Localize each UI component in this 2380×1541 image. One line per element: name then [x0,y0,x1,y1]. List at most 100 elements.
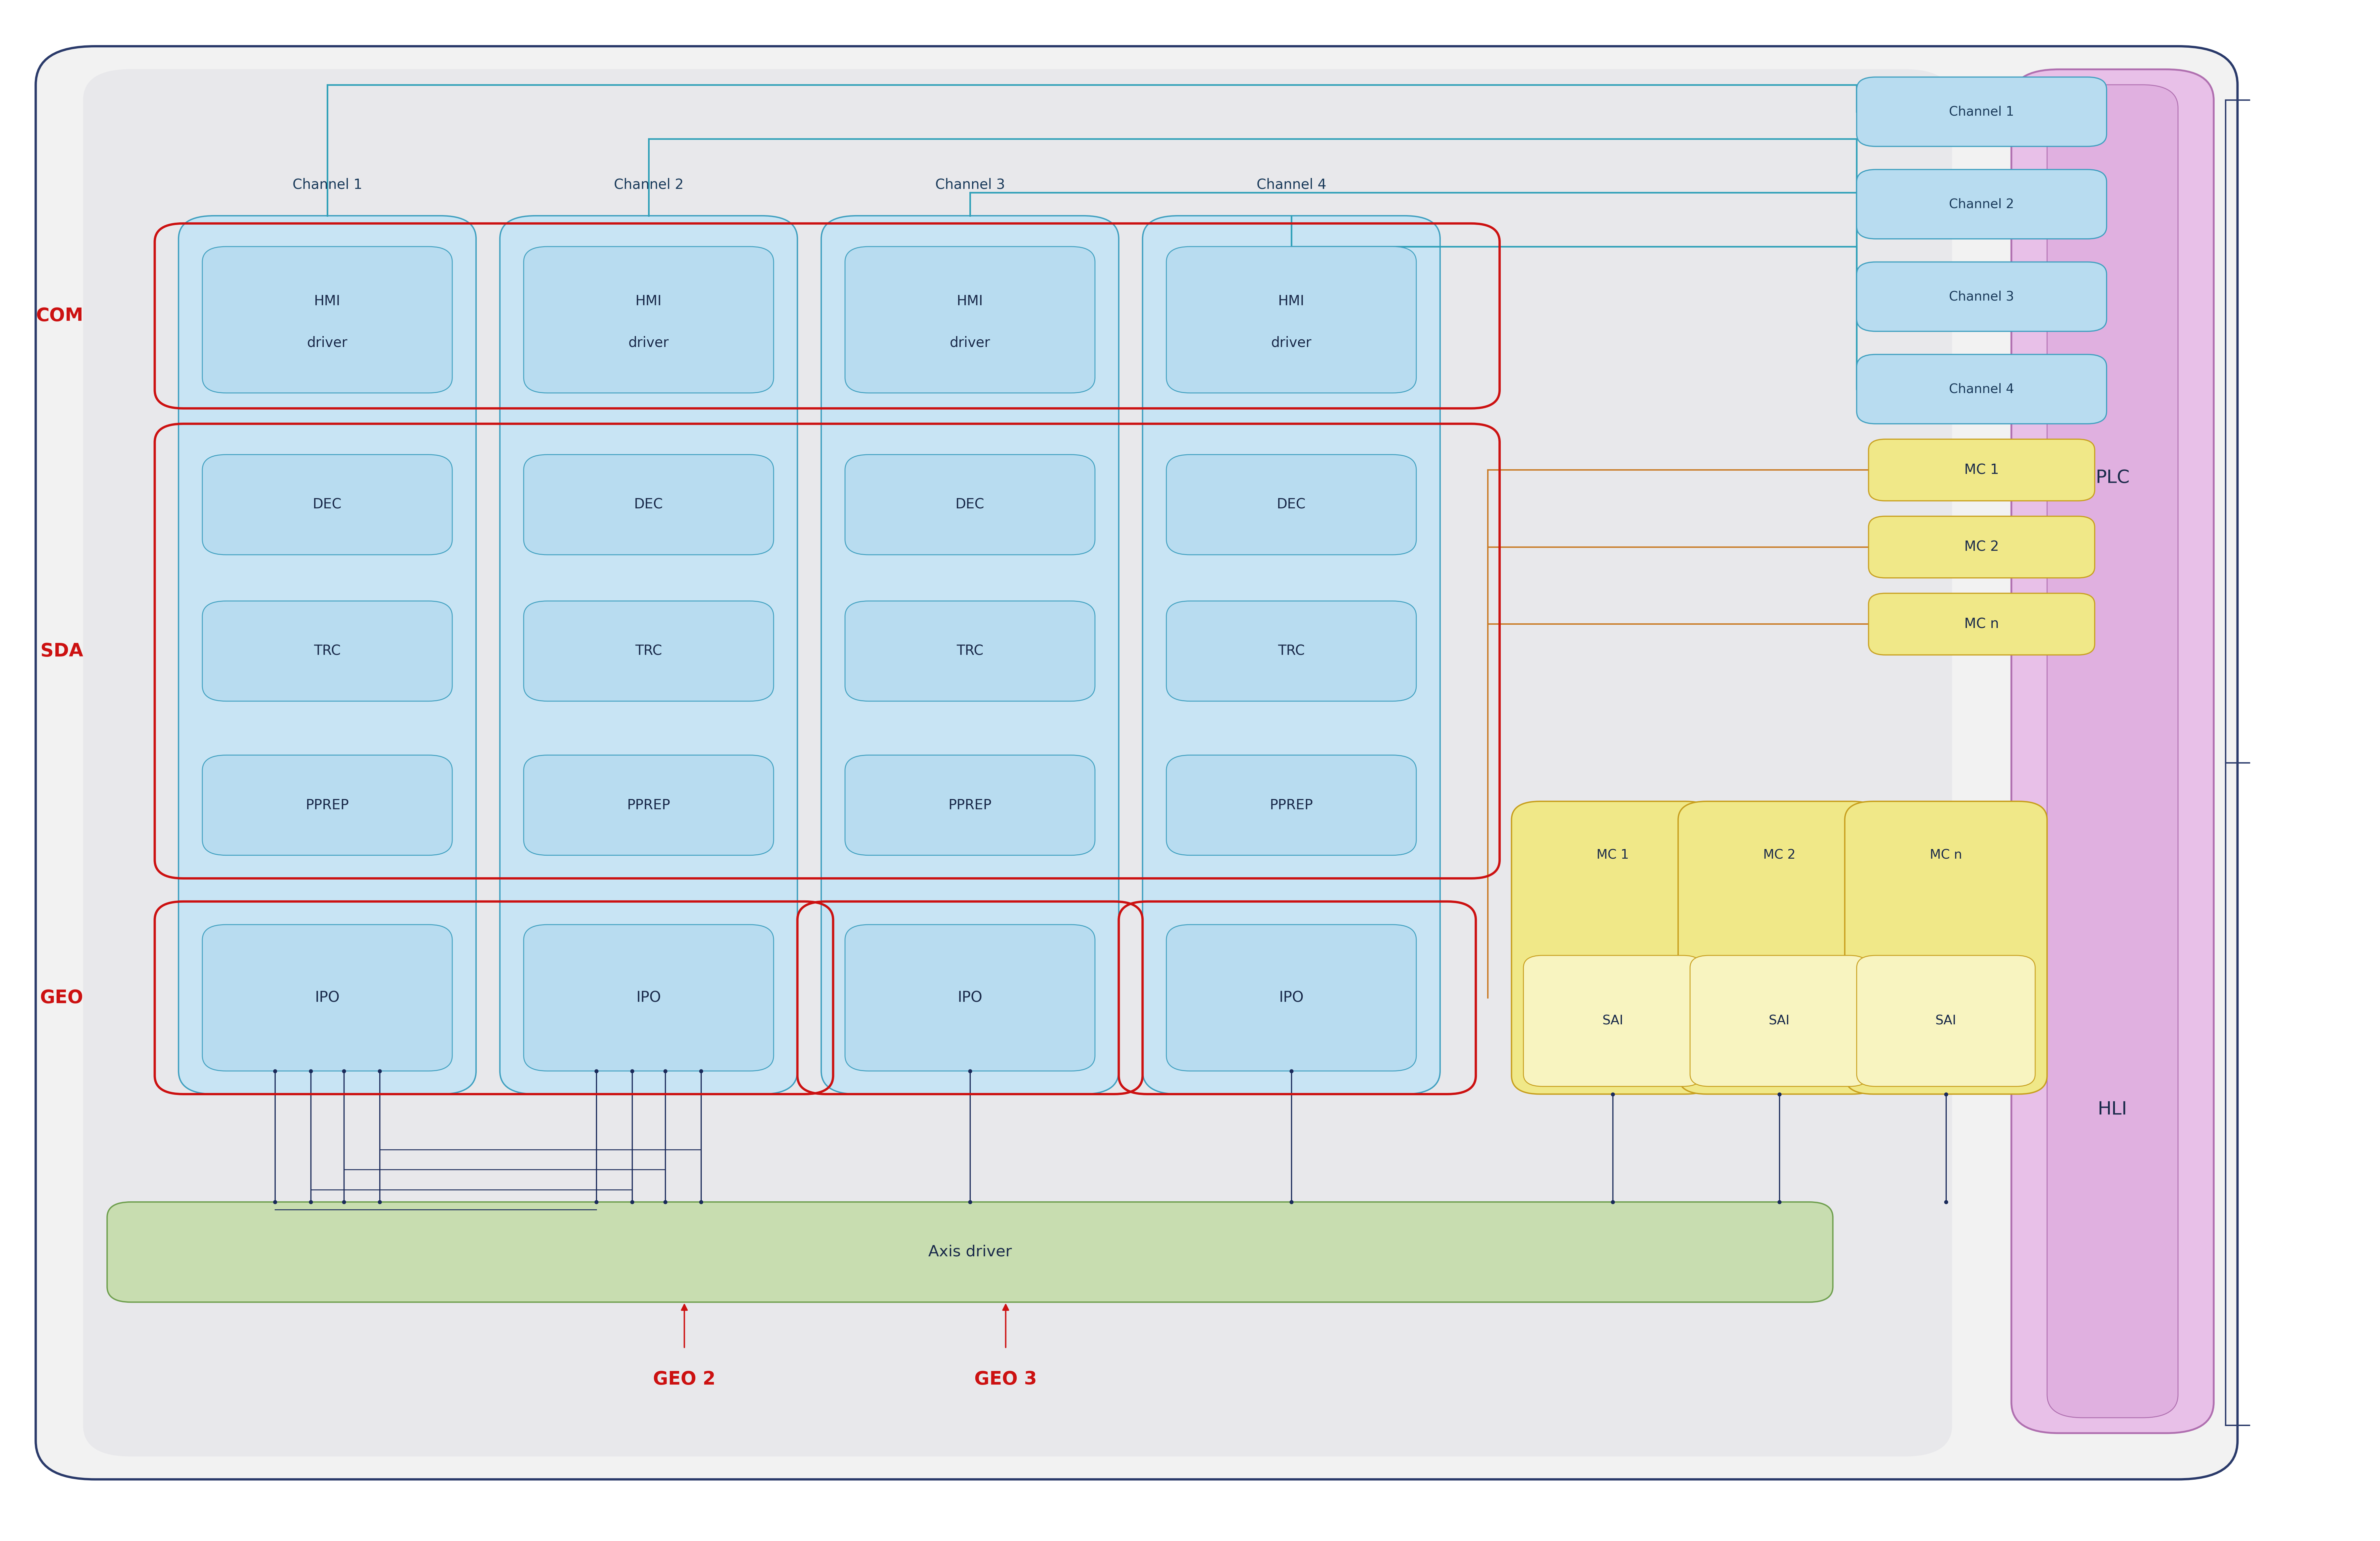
FancyBboxPatch shape [524,755,774,855]
FancyBboxPatch shape [845,455,1095,555]
Point [1595,1082,1633,1106]
FancyBboxPatch shape [202,925,452,1071]
Text: SAI: SAI [1602,1014,1623,1028]
FancyBboxPatch shape [107,1202,1833,1302]
Text: MC 1: MC 1 [1597,849,1628,861]
Text: MC 2: MC 2 [1764,849,1795,861]
Text: HMI: HMI [957,294,983,308]
Text: Channel 4: Channel 4 [1949,382,2013,396]
Point [290,1190,328,1214]
Text: MC 2: MC 2 [1963,539,1999,555]
Text: IPO: IPO [314,991,340,1005]
FancyBboxPatch shape [1868,593,2094,655]
Point [290,1059,328,1083]
Text: DEC: DEC [633,498,664,512]
Point [681,1059,719,1083]
Text: HMI: HMI [314,294,340,308]
FancyBboxPatch shape [36,46,2237,1479]
Point [1271,1059,1309,1083]
Text: TRC: TRC [314,644,340,658]
Point [950,1190,990,1214]
Text: Channel 2: Channel 2 [614,177,683,193]
Text: TRC: TRC [1278,644,1304,658]
Point [1925,1082,1964,1106]
FancyBboxPatch shape [202,601,452,701]
FancyBboxPatch shape [1511,801,1714,1094]
Text: GEO 3: GEO 3 [973,1370,1038,1388]
FancyBboxPatch shape [1845,801,2047,1094]
FancyBboxPatch shape [1856,77,2106,146]
FancyBboxPatch shape [1690,955,1868,1086]
Point [1759,1082,1799,1106]
FancyBboxPatch shape [1856,170,2106,239]
FancyBboxPatch shape [524,455,774,555]
FancyBboxPatch shape [845,755,1095,855]
Text: driver: driver [950,336,990,350]
FancyBboxPatch shape [845,925,1095,1071]
Text: DEC: DEC [954,498,985,512]
Text: IPO: IPO [635,991,662,1005]
Text: driver: driver [307,336,347,350]
Point [1271,1190,1309,1214]
Text: PPREP: PPREP [947,798,992,812]
FancyBboxPatch shape [1166,925,1416,1071]
Text: GEO 2: GEO 2 [652,1370,716,1388]
FancyBboxPatch shape [524,601,774,701]
Point [324,1190,362,1214]
Point [362,1190,400,1214]
FancyBboxPatch shape [202,455,452,555]
Text: DEC: DEC [1276,498,1307,512]
Text: MC 1: MC 1 [1963,462,1999,478]
FancyBboxPatch shape [500,216,797,1094]
Text: COM: COM [36,307,83,325]
FancyBboxPatch shape [1166,755,1416,855]
Point [576,1190,614,1214]
FancyBboxPatch shape [845,247,1095,393]
Point [324,1059,362,1083]
Text: PPREP: PPREP [626,798,671,812]
Text: SAI: SAI [1935,1014,1956,1028]
Point [681,1190,719,1214]
Text: SAI: SAI [1768,1014,1790,1028]
Point [1925,1190,1964,1214]
Text: GEO: GEO [40,989,83,1006]
Text: Channel 1: Channel 1 [293,177,362,193]
FancyBboxPatch shape [1166,601,1416,701]
FancyBboxPatch shape [1856,955,2035,1086]
FancyBboxPatch shape [524,247,774,393]
Text: TRC: TRC [957,644,983,658]
Text: TRC: TRC [635,644,662,658]
FancyBboxPatch shape [821,216,1119,1094]
Text: driver: driver [628,336,669,350]
FancyBboxPatch shape [1678,801,1880,1094]
Point [614,1190,652,1214]
FancyBboxPatch shape [1868,516,2094,578]
Text: DEC: DEC [312,498,343,512]
Point [1759,1190,1799,1214]
Point [362,1059,400,1083]
Text: Channel 2: Channel 2 [1949,197,2013,211]
FancyBboxPatch shape [1166,455,1416,555]
Text: HMI: HMI [635,294,662,308]
FancyBboxPatch shape [202,247,452,393]
Text: PPREP: PPREP [305,798,350,812]
FancyBboxPatch shape [1868,439,2094,501]
Point [576,1059,614,1083]
FancyBboxPatch shape [1856,262,2106,331]
Text: Channel 4: Channel 4 [1257,177,1326,193]
Point [645,1190,685,1214]
FancyBboxPatch shape [845,601,1095,701]
FancyBboxPatch shape [2011,69,2213,1433]
FancyBboxPatch shape [178,216,476,1094]
Point [257,1059,295,1083]
FancyBboxPatch shape [524,925,774,1071]
Text: MC n: MC n [1963,616,1999,632]
Point [950,1059,990,1083]
Point [614,1059,652,1083]
Point [257,1190,295,1214]
Text: IPO: IPO [957,991,983,1005]
Text: Axis driver: Axis driver [928,1245,1011,1259]
Text: SDA: SDA [40,643,83,660]
Text: MC n: MC n [1930,849,1961,861]
Text: IPO: IPO [1278,991,1304,1005]
